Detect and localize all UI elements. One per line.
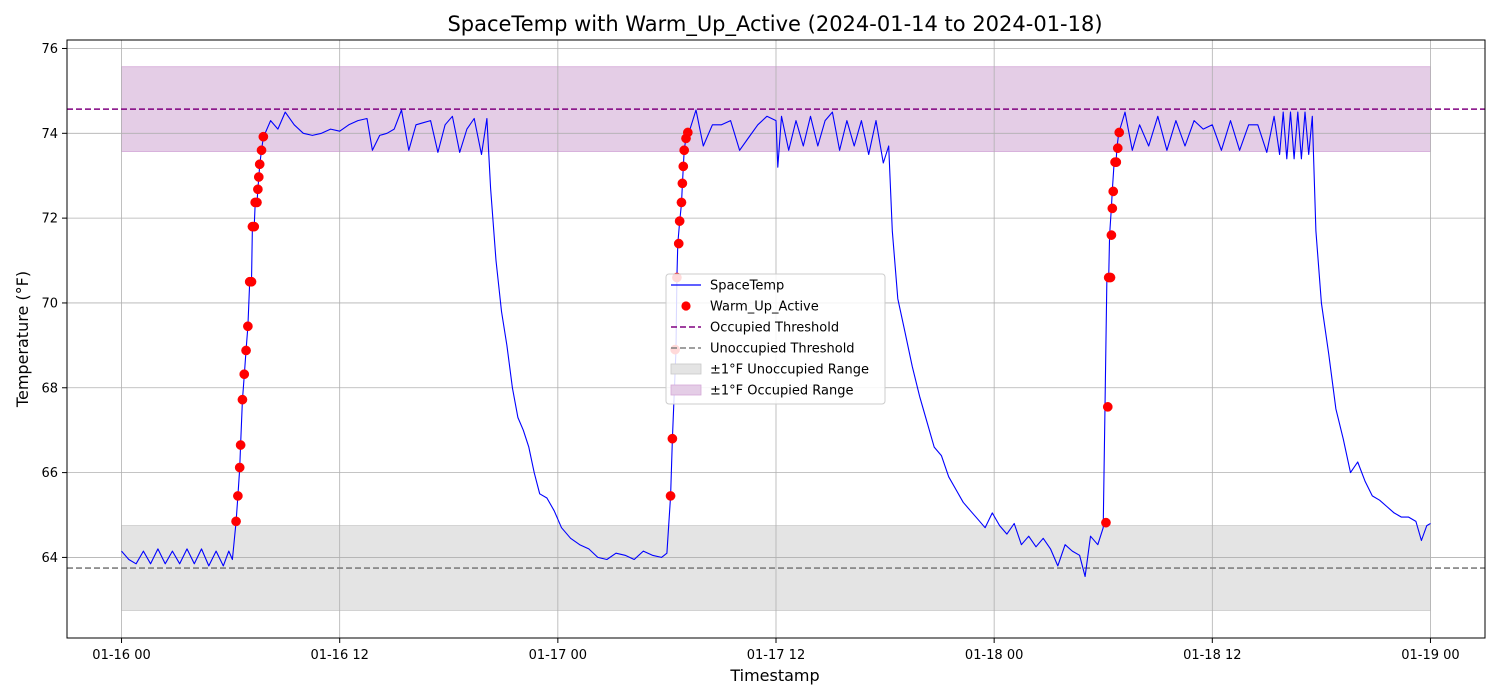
legend-label: ±1°F Unoccupied Range [710,363,869,378]
x-tick-label: 01-16 00 [92,648,150,663]
y-tick-label: 68 [41,381,58,396]
warm-up-marker [1108,186,1119,197]
x-tick-label: 01-16 12 [310,648,368,663]
legend-swatch-marker [681,301,691,311]
legend-label: Warm_Up_Active [710,300,819,315]
y-tick-label: 74 [41,127,58,142]
warm-up-marker [674,216,685,226]
x-axis-label: Timestamp [729,666,819,685]
plot-area: 01-16 00 01-16 12 01-17 00 01-17 12 01-18 00… [41,39,1486,663]
warm-up-marker [667,433,678,444]
legend-label: Occupied Threshold [710,321,839,336]
warm-up-marker [249,221,260,232]
warm-up-marker [233,491,243,501]
x-tick-label: 01-17 00 [529,648,587,663]
warm-up-marker [1107,203,1118,214]
legend-swatch-patch [670,363,702,375]
warm-up-marker [252,197,262,208]
spacetemp-line [121,109,1431,578]
data-series-group [121,109,1431,578]
warm-up-marker [1112,143,1123,153]
y-tick-label: 76 [41,42,58,57]
warm-up-marker [676,197,687,208]
x-tick-label: 01-18 12 [1183,648,1241,663]
warm-up-marker [682,127,693,138]
y-tick-label: 66 [41,466,58,481]
warm-up-marker [235,440,246,450]
warm-up-marker [241,345,251,356]
warm-up-marker [256,145,267,156]
warm-up-marker [678,161,689,172]
x-tick-label: 01-19 00 [1401,648,1459,663]
warm-up-marker [1111,157,1122,167]
warm-up-marker [234,462,245,473]
legend-label: SpaceTemp [710,279,784,294]
legend-label: ±1°F Occupied Range [710,384,854,399]
warm-up-marker [677,178,688,189]
warm-up-marker [1105,272,1116,283]
y-tick-label: 70 [41,296,58,311]
legend-box [665,273,886,405]
warm-up-marker [243,321,253,332]
legend: SpaceTemp Warm_Up_Active Occupied Threshol… [665,273,886,405]
warm-up-marker [1101,517,1111,528]
x-tick-label: 01-17 12 [747,648,805,663]
warm-up-marker [1106,230,1117,240]
x-tick-label: 01-18 00 [965,648,1023,663]
warm-up-marker [231,516,241,527]
y-tick-label: 64 [41,551,58,566]
y-axis-label: Temperature (°F) [13,271,32,408]
warm-up-marker [254,159,265,170]
legend-label: Unoccupied Threshold [710,342,855,357]
warm-up-marker [665,491,676,501]
warm-up-marker [679,145,690,156]
warm-up-marker [1102,402,1113,412]
warm-up-marker [1114,127,1125,138]
warm-up-marker [253,172,264,182]
warm-up-marker [237,394,248,405]
legend-swatch-patch [670,384,702,396]
chart-title: SpaceTemp with Warm_Up_Active (2024-01-1… [447,12,1102,37]
y-tick-label: 72 [41,212,58,227]
warm-up-marker [246,276,257,287]
warm-up-marker [673,238,684,249]
warm-up-marker [253,184,263,195]
warm-up-marker [239,369,250,380]
warm-up-marker [258,131,269,142]
